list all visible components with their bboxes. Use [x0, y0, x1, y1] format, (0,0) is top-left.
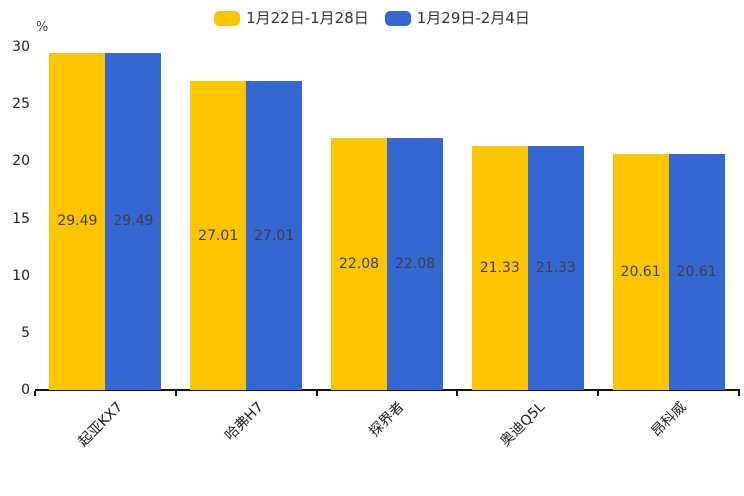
bar-value-label: 29.49 [113, 213, 154, 230]
legend-series-label: 1月22日-1月28日 [246, 9, 369, 27]
bar-value-label: 21.33 [535, 260, 576, 277]
category-label: 哈弗H7 [221, 399, 267, 444]
category-label: 昂科威 [648, 399, 690, 441]
y-axis-tick-label: 25 [12, 96, 30, 113]
bar-series1-cat3[interactable] [331, 137, 387, 390]
y-axis-tick-label: 5 [21, 324, 30, 341]
bar-value-label: 21.33 [479, 260, 520, 277]
bar-value-label: 22.08 [338, 255, 380, 272]
legend-item-series1[interactable]: 1月22日-1月28日 [214, 9, 369, 27]
bar-series1-cat5[interactable] [612, 154, 669, 390]
bar-series2-cat2[interactable] [246, 81, 303, 390]
bar-series2-cat5[interactable] [668, 154, 725, 390]
y-axis-tick-label: 15 [12, 210, 30, 227]
category-label: 奥迪Q5L [497, 399, 549, 450]
legend-item-series2[interactable]: 1月29日-2月4日 [384, 9, 530, 27]
bar-value-label: 27.01 [254, 227, 295, 244]
x-axis-tick-mark [456, 391, 459, 396]
bar-value-label: 22.08 [394, 255, 436, 272]
x-axis-tick-mark [597, 391, 600, 396]
legend-series-label: 1月29日-2月4日 [416, 9, 530, 27]
bar-series2-cat1[interactable] [105, 52, 162, 390]
bar-value-label: 20.61 [620, 264, 661, 281]
category-label: 探界者 [366, 399, 408, 441]
x-axis-tick-mark [315, 391, 318, 396]
bar-value-label: 27.01 [198, 227, 239, 244]
y-axis-tick-label: 30 [12, 39, 30, 55]
legend: 1月22日-1月28日 1月29日-2月4日 [0, 9, 744, 27]
y-axis-tick-label: 0 [21, 382, 30, 398]
legend-swatch-series1 [214, 10, 241, 26]
y-axis-unit-label: % [36, 20, 49, 35]
x-axis-tick-mark [738, 391, 740, 396]
bar-series2-cat4[interactable] [527, 146, 584, 390]
bar-series2-cat3[interactable] [387, 137, 443, 390]
bar-series1-cat2[interactable] [190, 81, 247, 390]
bar-value-label: 20.61 [676, 264, 717, 281]
bar-series1-cat1[interactable] [49, 52, 106, 390]
x-axis-line [35, 389, 740, 391]
y-axis-tick-label: 20 [12, 153, 30, 170]
x-axis-tick-mark [174, 391, 177, 396]
bar-value-label: 29.49 [57, 213, 98, 230]
category-label: 起亚KX7 [75, 399, 126, 450]
legend-swatch-series2 [384, 10, 411, 26]
y-axis-tick-label: 10 [12, 267, 30, 284]
bar-series1-cat4[interactable] [471, 146, 528, 390]
x-axis-tick-mark [34, 391, 36, 396]
